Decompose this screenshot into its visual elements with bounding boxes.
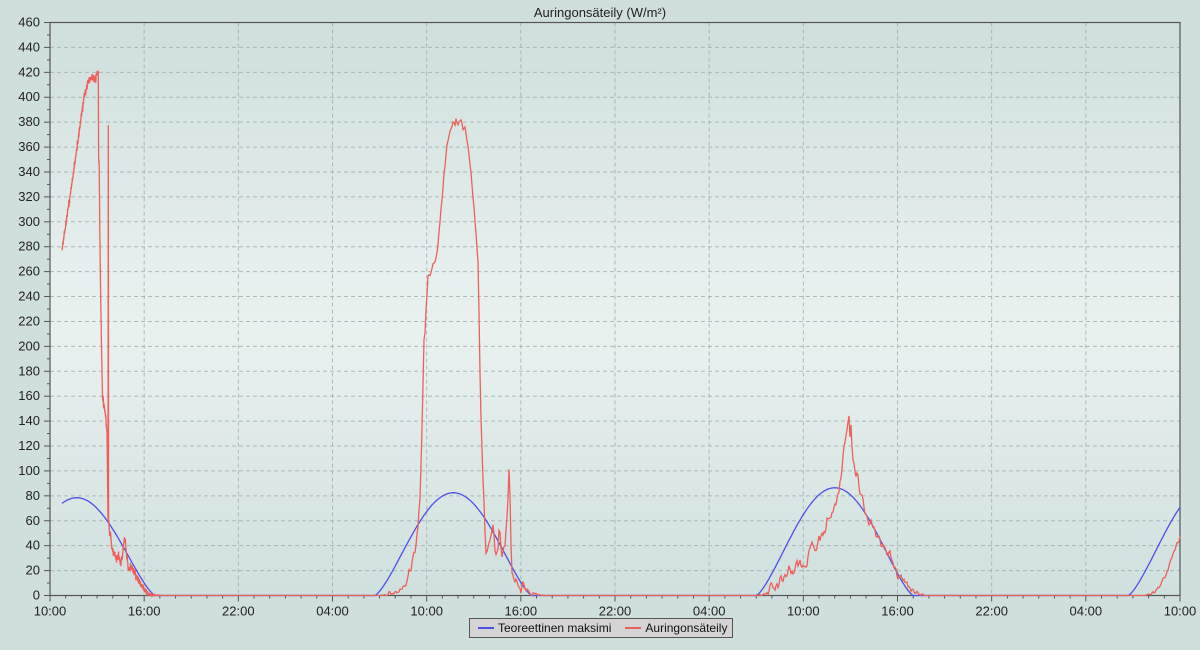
svg-text:16:00: 16:00 bbox=[505, 604, 538, 619]
svg-text:10:00: 10:00 bbox=[787, 604, 820, 619]
svg-text:340: 340 bbox=[18, 164, 40, 179]
svg-text:420: 420 bbox=[18, 64, 40, 79]
svg-text:300: 300 bbox=[18, 214, 40, 229]
svg-text:180: 180 bbox=[18, 363, 40, 378]
svg-text:04:00: 04:00 bbox=[316, 604, 349, 619]
svg-text:22:00: 22:00 bbox=[599, 604, 632, 619]
svg-text:04:00: 04:00 bbox=[693, 604, 726, 619]
svg-text:04:00: 04:00 bbox=[1070, 604, 1103, 619]
svg-text:16:00: 16:00 bbox=[881, 604, 914, 619]
svg-text:20: 20 bbox=[26, 563, 40, 578]
svg-text:140: 140 bbox=[18, 413, 40, 428]
svg-text:100: 100 bbox=[18, 463, 40, 478]
svg-text:10:00: 10:00 bbox=[410, 604, 443, 619]
svg-text:280: 280 bbox=[18, 239, 40, 254]
svg-text:60: 60 bbox=[26, 513, 40, 528]
svg-text:40: 40 bbox=[26, 538, 40, 553]
svg-text:22:00: 22:00 bbox=[975, 604, 1008, 619]
svg-text:200: 200 bbox=[18, 338, 40, 353]
svg-text:10:00: 10:00 bbox=[34, 604, 67, 619]
svg-text:240: 240 bbox=[18, 289, 40, 304]
svg-text:380: 380 bbox=[18, 114, 40, 129]
svg-text:160: 160 bbox=[18, 388, 40, 403]
svg-text:0: 0 bbox=[33, 588, 40, 603]
svg-text:16:00: 16:00 bbox=[128, 604, 161, 619]
svg-text:120: 120 bbox=[18, 438, 40, 453]
svg-text:80: 80 bbox=[26, 488, 40, 503]
svg-text:22:00: 22:00 bbox=[222, 604, 255, 619]
svg-text:360: 360 bbox=[18, 139, 40, 154]
svg-text:400: 400 bbox=[18, 89, 40, 104]
svg-text:260: 260 bbox=[18, 264, 40, 279]
svg-text:440: 440 bbox=[18, 39, 40, 54]
svg-text:10:00: 10:00 bbox=[1164, 604, 1197, 619]
svg-text:320: 320 bbox=[18, 189, 40, 204]
svg-text:220: 220 bbox=[18, 313, 40, 328]
